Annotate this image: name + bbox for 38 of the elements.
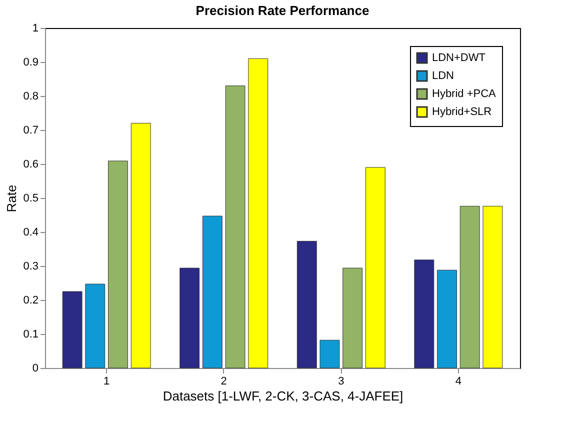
bar <box>296 240 317 368</box>
bar <box>342 268 363 368</box>
bar <box>460 206 480 368</box>
bar <box>225 86 246 368</box>
y-tick-label: 0.2 <box>23 294 38 306</box>
y-axis-title: Rate <box>4 184 20 212</box>
legend-label: LDN <box>432 70 454 82</box>
bar <box>180 268 200 368</box>
y-tick-label: 1 <box>32 22 38 34</box>
bar <box>414 260 434 368</box>
bar <box>248 58 268 368</box>
bar <box>202 216 222 368</box>
bar <box>320 340 340 368</box>
y-tick-label: 0.9 <box>23 56 38 68</box>
bar <box>62 291 82 368</box>
y-tick-label: 0.6 <box>23 158 38 170</box>
y-tick-label: 0.3 <box>23 260 38 272</box>
legend-label: Hybrid +PCA <box>432 88 497 100</box>
y-tick-label: 0 <box>32 362 38 374</box>
x-axis-title: Datasets [1-LWF, 2-CK, 3-CAS, 4-JAFEE] <box>162 388 404 404</box>
x-tick-label: 3 <box>338 376 344 388</box>
chart-title: Precision Rate Performance <box>196 3 370 18</box>
y-tick-label: 0.4 <box>23 226 38 238</box>
bar <box>130 122 151 368</box>
bar <box>482 206 503 368</box>
y-tick-label: 0.8 <box>23 90 38 102</box>
y-tick-label: 0.1 <box>23 328 38 340</box>
bar <box>85 284 106 368</box>
bar <box>437 270 457 368</box>
x-tick-label: 2 <box>220 376 227 388</box>
bar <box>365 167 386 368</box>
legend-label: LDN+DWT <box>432 52 486 64</box>
legend-label: Hybrid+SLR <box>432 106 492 118</box>
x-tick-label: 1 <box>104 376 110 388</box>
y-tick-label: 0.7 <box>23 124 38 136</box>
x-tick-label: 4 <box>455 376 462 388</box>
bar <box>108 160 128 368</box>
y-tick-label: 0.5 <box>23 192 38 204</box>
